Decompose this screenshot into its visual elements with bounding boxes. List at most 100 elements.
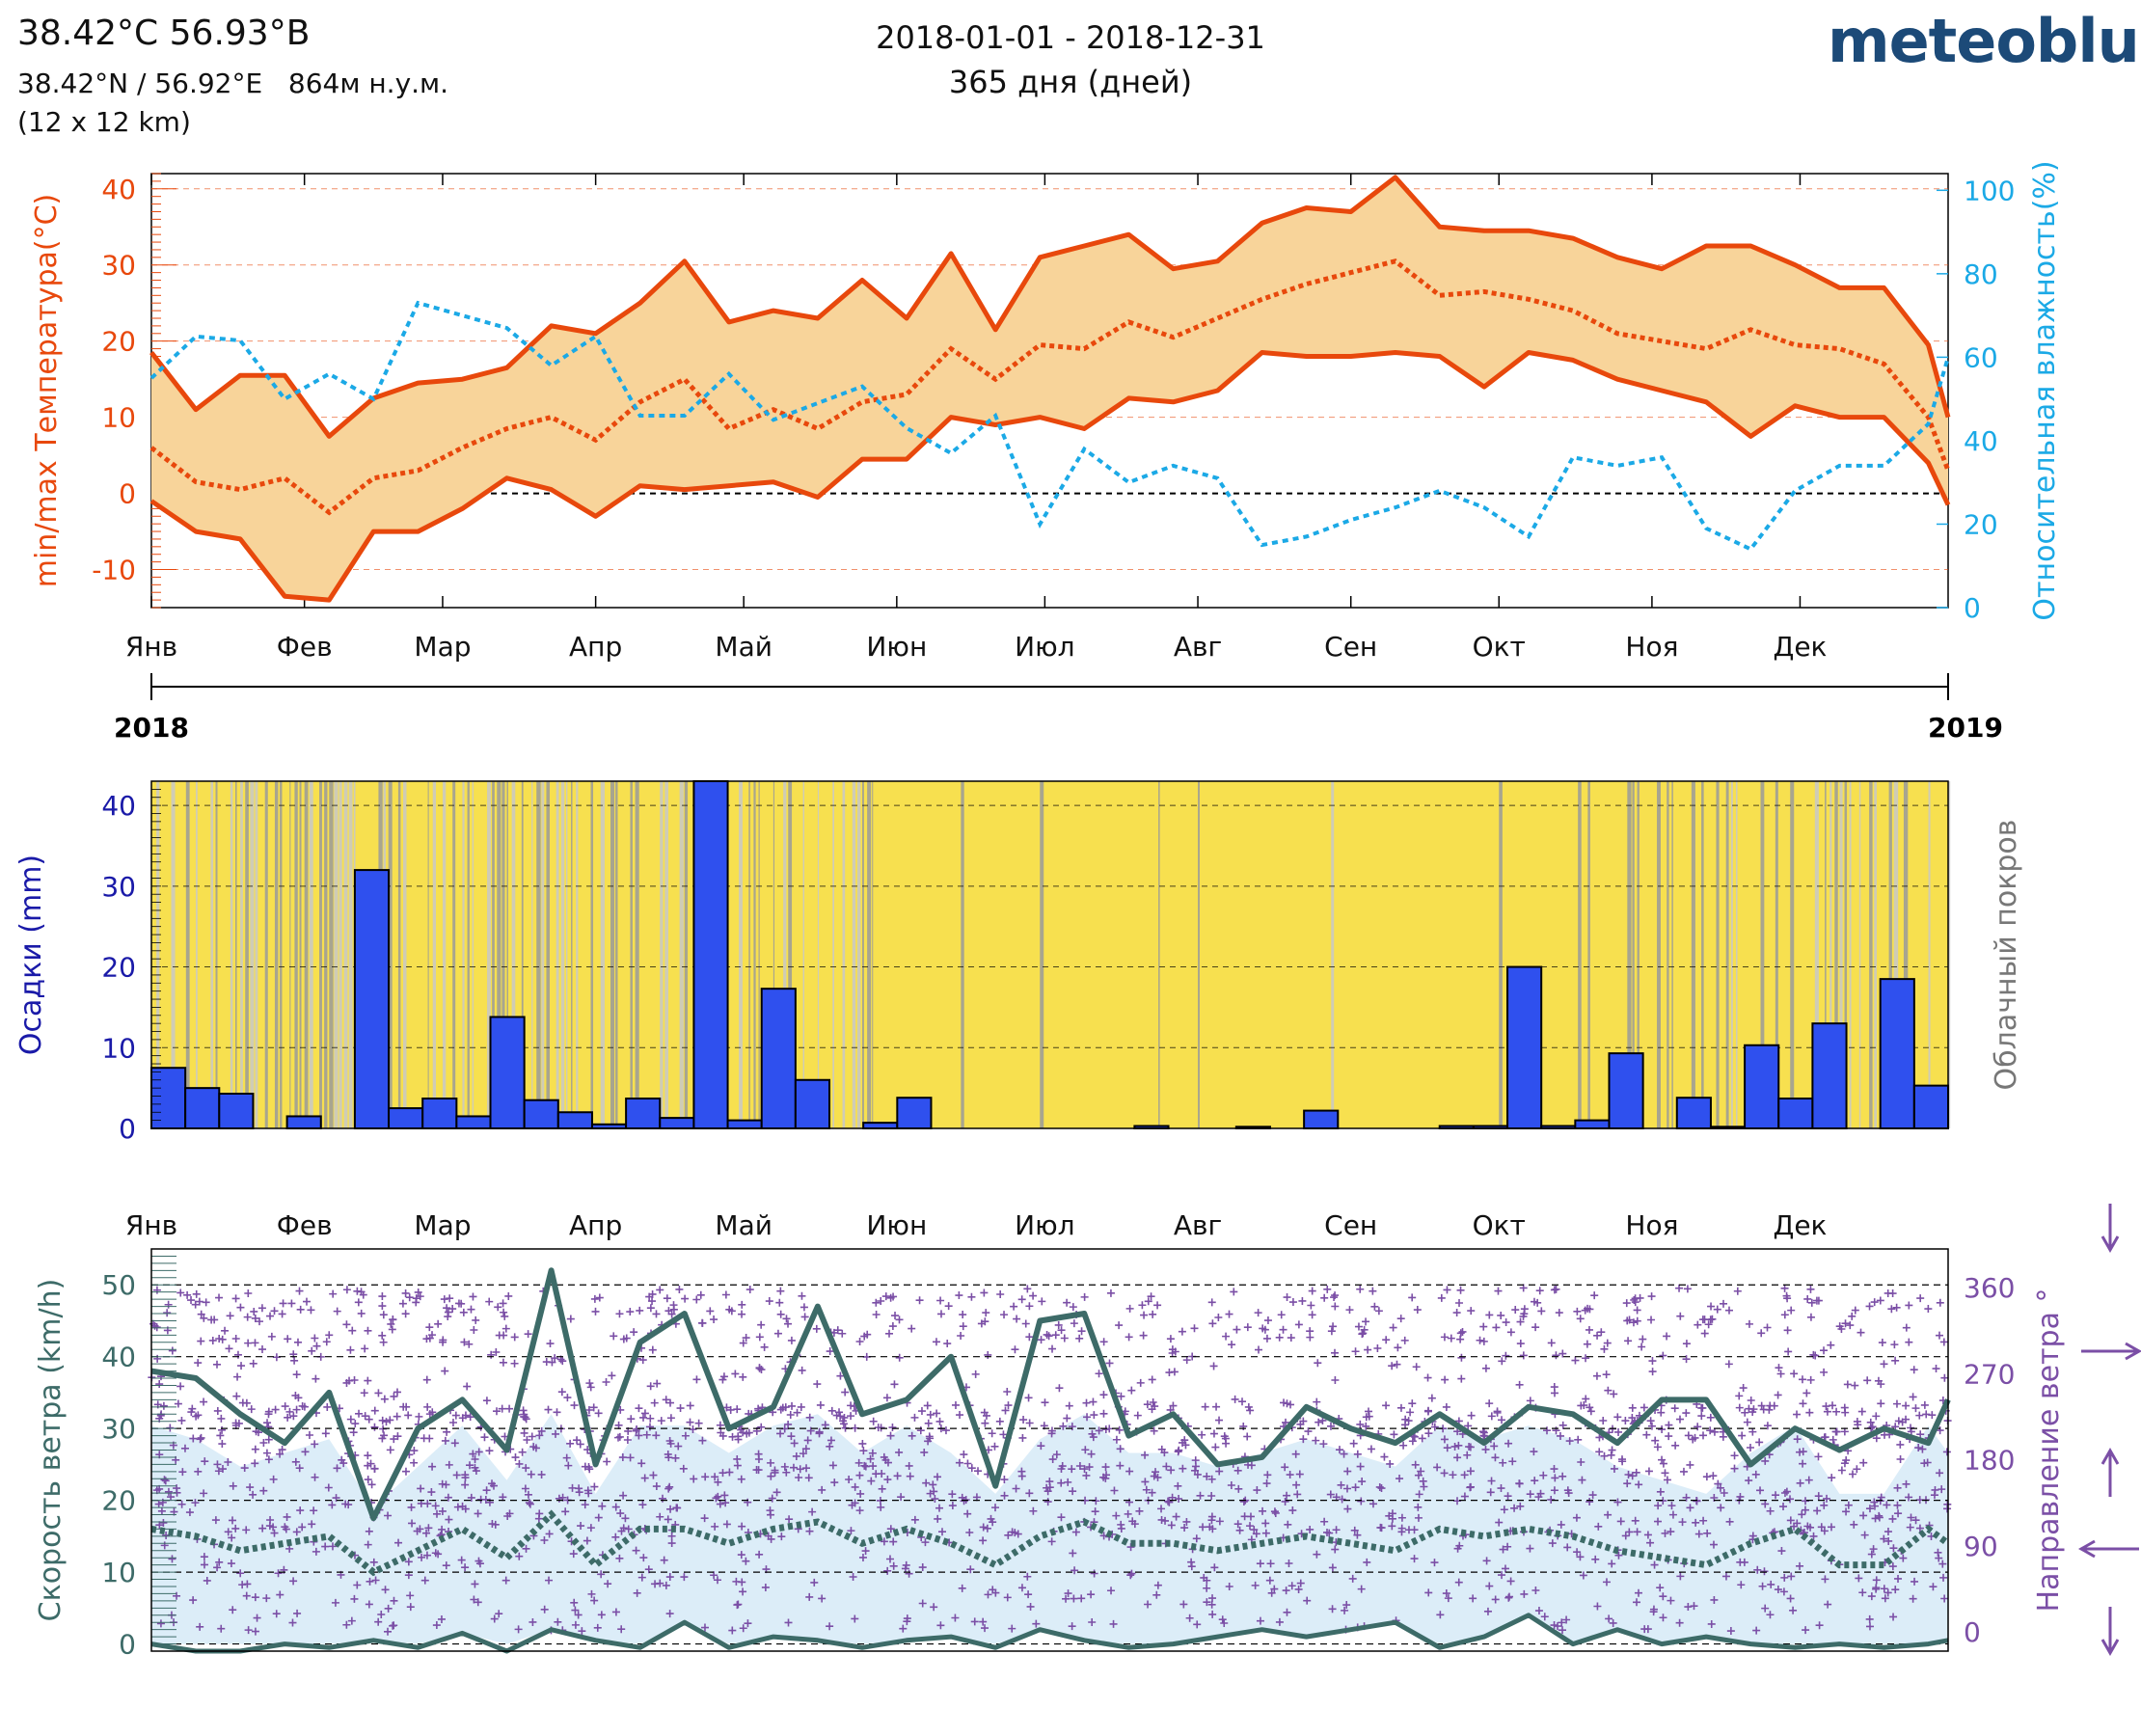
wind-direction-point: [1798, 1375, 1806, 1384]
wind-direction-point: [1635, 1480, 1643, 1489]
wind-direction-point: [452, 1471, 461, 1479]
wind-direction-point: [1623, 1479, 1632, 1488]
wind-direction-point: [944, 1302, 953, 1311]
wind-direction-point: [574, 1611, 583, 1619]
wind-direction-point: [1065, 1401, 1073, 1410]
wind-direction-point: [310, 1506, 318, 1515]
wind-direction-point: [469, 1450, 477, 1458]
wind-direction-point: [1602, 1578, 1611, 1587]
wind-direction-point: [1481, 1364, 1490, 1372]
wind-direction-point: [423, 1402, 432, 1411]
wind-direction-point: [420, 1576, 429, 1585]
wind-direction-point: [813, 1380, 822, 1389]
precipitation-bar: [659, 1117, 695, 1130]
wind-direction-point: [1261, 1529, 1270, 1537]
wind-direction-point: [1296, 1420, 1305, 1428]
wind-direction-point: [1910, 1366, 1918, 1374]
wind-direction-point: [1082, 1471, 1091, 1479]
wind-direction-point: [805, 1527, 814, 1535]
wind-direction-point: [1841, 1319, 1850, 1328]
wind-direction-point: [1157, 1505, 1166, 1513]
wind-direction-point: [1761, 1456, 1770, 1465]
wind-direction-point: [768, 1494, 776, 1503]
wind-direction-point: [1823, 1494, 1831, 1503]
wind-direction-point: [1608, 1560, 1616, 1568]
wind-direction-point: [388, 1325, 396, 1334]
wind-direction-point: [1872, 1412, 1881, 1421]
cloud-cover-stripe: [1948, 781, 1951, 1128]
wind-direction-point: [1023, 1572, 1032, 1581]
wind-direction-point: [905, 1461, 913, 1470]
wind-direction-point: [967, 1464, 976, 1473]
wind-direction-point: [1790, 1370, 1799, 1378]
wind-direction-point: [849, 1573, 857, 1582]
wind-direction-point: [1916, 1294, 1925, 1303]
wind-direction-point: [1055, 1384, 1064, 1393]
wind-direction-point: [1920, 1400, 1929, 1409]
wind-plot-frame: [150, 1248, 1949, 1652]
wind-direction-point: [200, 1397, 208, 1406]
cloud-cover-stripe: [1903, 781, 1909, 1128]
wind-direction-point: [1070, 1319, 1078, 1328]
wind-direction-point: [1208, 1319, 1217, 1328]
wind-direction-point: [1328, 1605, 1337, 1614]
wind-direction-point: [1684, 1603, 1693, 1612]
wind-direction-point: [636, 1306, 644, 1315]
wind-direction-point: [1230, 1288, 1238, 1296]
wind-direction-point: [571, 1620, 580, 1629]
wind-direction-point: [1165, 1498, 1174, 1506]
wind-direction-point: [1141, 1451, 1150, 1459]
wind-direction-point: [1526, 1544, 1534, 1553]
wind-direction-point: [1375, 1482, 1384, 1491]
wind-direction-point: [1624, 1337, 1633, 1345]
wind-month-label: Июн: [866, 1209, 927, 1241]
wind-direction-point: [1884, 1528, 1892, 1536]
wind-direction-point: [585, 1379, 594, 1388]
wind-direction-point: [1766, 1401, 1775, 1410]
wind-direction-point: [789, 1463, 798, 1472]
wind-direction-point: [1082, 1398, 1091, 1407]
wind-direction-point: [531, 1444, 540, 1452]
cloud-cover-stripe: [1825, 781, 1827, 1128]
wind-direction-point: [187, 1408, 196, 1417]
wind-direction-point: [1827, 1523, 1835, 1532]
wind-direction-point: [1697, 1412, 1706, 1421]
wind-direction-point: [686, 1418, 694, 1426]
wind-direction-point: [619, 1491, 628, 1500]
wind-direction-point: [1942, 1448, 1951, 1456]
wind-direction-point: [1380, 1452, 1389, 1461]
wind-direction-point: [1203, 1472, 1211, 1480]
wind-direction-point: [773, 1329, 782, 1338]
wind-direction-point: [1377, 1524, 1386, 1533]
wind-direction-point: [406, 1591, 415, 1600]
wind-direction-point: [1675, 1618, 1684, 1627]
wind-direction-point: [410, 1447, 419, 1455]
wind-direction-point: [177, 1416, 186, 1424]
cloud-cover-stripe: [1331, 781, 1335, 1128]
wind-direction-point: [1482, 1557, 1491, 1565]
cloud-cover-stripe: [1869, 781, 1873, 1128]
wind-direction-point: [240, 1464, 249, 1473]
wind-direction-point: [1796, 1478, 1804, 1487]
wind-direction-point: [353, 1581, 362, 1589]
wind-direction-point: [155, 1521, 164, 1530]
cloud-cover-stripe: [1499, 781, 1503, 1128]
cloud-cover-stripe: [1701, 781, 1704, 1128]
humidity-tick-label: 80: [1964, 258, 1998, 290]
cloud-cover-stripe: [610, 781, 615, 1128]
wind-direction-point: [1763, 1323, 1772, 1332]
wind-direction-point: [1916, 1430, 1925, 1439]
cloud-cover-stripe: [832, 781, 834, 1128]
wind-direction-point: [1682, 1355, 1691, 1364]
wind-direction-point: [626, 1308, 635, 1316]
cloud-cover-stripe: [1637, 781, 1640, 1128]
wind-direction-point: [577, 1522, 585, 1531]
wind-direction-point: [1667, 1596, 1675, 1605]
wind-direction-point: [1356, 1462, 1365, 1471]
precipitation-bar: [523, 1099, 559, 1129]
wind-direction-point: [370, 1423, 379, 1431]
wind-direction-point: [1638, 1343, 1646, 1351]
wind-direction-point: [1633, 1528, 1641, 1536]
wind-direction-point: [836, 1371, 845, 1380]
wind-direction-point: [777, 1533, 786, 1541]
